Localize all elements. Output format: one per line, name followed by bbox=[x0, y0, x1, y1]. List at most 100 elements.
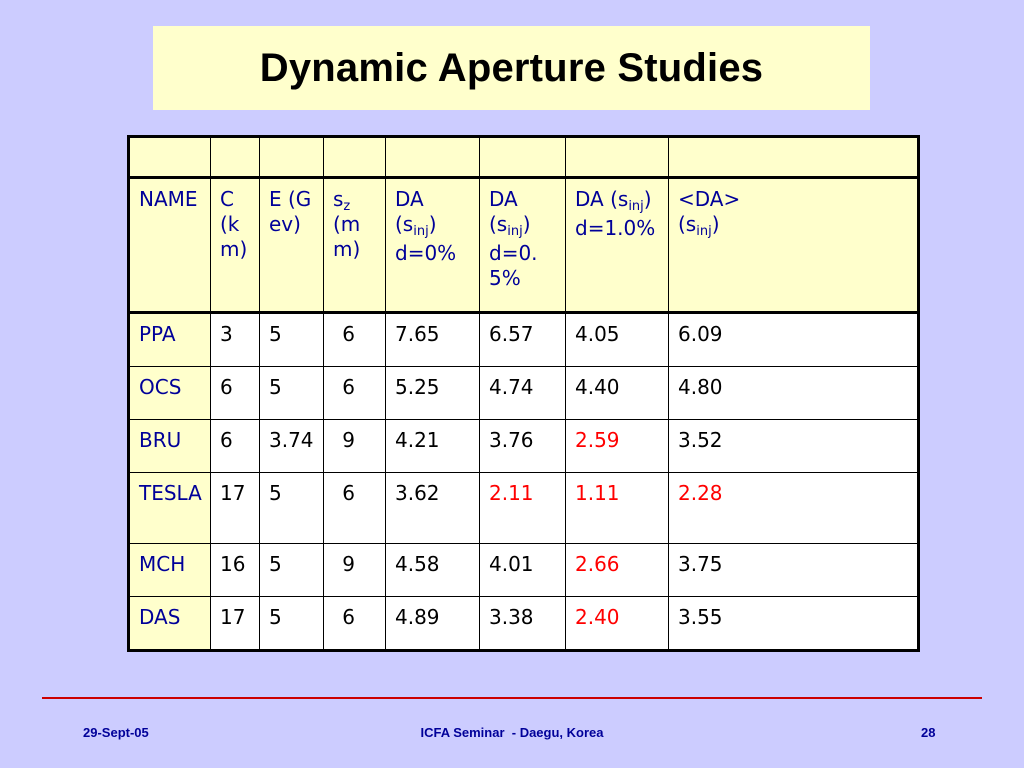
header-da0-close: ) bbox=[428, 212, 437, 236]
blank-cell bbox=[323, 136, 386, 179]
blank-cell bbox=[128, 136, 211, 179]
table-row: PPA 3 5 6 7.65 6.57 4.05 6.09 bbox=[128, 312, 919, 367]
cell-name: DAS bbox=[128, 596, 211, 651]
header-avg-sub: inj bbox=[696, 224, 712, 239]
cell-sz: 6 bbox=[323, 472, 386, 544]
cell-name: MCH bbox=[128, 543, 211, 597]
footer-divider bbox=[42, 697, 982, 699]
cell-e: 5 bbox=[259, 472, 324, 544]
cell-avg: 3.75 bbox=[668, 543, 919, 597]
cell-da05: 4.01 bbox=[479, 543, 566, 597]
header-da1-sub: inj bbox=[628, 199, 644, 214]
footer-event: ICFA Seminar - Daegu, Korea bbox=[420, 725, 604, 740]
cell-name: PPA bbox=[128, 312, 211, 367]
table-header-row: NAME C (km) E (Gev) sz (mm) DA (sinj) d=0% … bbox=[128, 177, 919, 314]
header-da0-label: DA bbox=[395, 187, 424, 211]
cell-da0: 7.65 bbox=[385, 312, 480, 367]
cell-da1: 2.59 bbox=[565, 419, 669, 473]
slide-title: Dynamic Aperture Studies bbox=[259, 45, 764, 90]
cell-e: 5 bbox=[259, 596, 324, 651]
header-da05-open: (s bbox=[489, 212, 508, 236]
cell-sz: 6 bbox=[323, 312, 386, 367]
cell-c: 6 bbox=[210, 419, 260, 473]
blank-cell bbox=[479, 136, 566, 179]
cell-da05: 3.38 bbox=[479, 596, 566, 651]
header-avg-label: <DA> bbox=[678, 187, 741, 211]
cell-da05: 3.76 bbox=[479, 419, 566, 473]
cell-c: 16 bbox=[210, 543, 260, 597]
footer-page-number: 28 bbox=[921, 725, 936, 740]
cell-avg: 6.09 bbox=[668, 312, 919, 367]
cell-c: 6 bbox=[210, 366, 260, 420]
table-row: MCH 16 5 9 4.58 4.01 2.66 3.75 bbox=[128, 543, 919, 597]
footer-date: 29-Sept-05 bbox=[83, 725, 149, 740]
header-da-1: DA (sinj) d=1.0% bbox=[565, 177, 669, 314]
header-da0-open: (s bbox=[395, 212, 414, 236]
cell-avg: 3.55 bbox=[668, 596, 919, 651]
cell-avg: 3.52 bbox=[668, 419, 919, 473]
cell-e: 5 bbox=[259, 543, 324, 597]
cell-avg: 2.28 bbox=[668, 472, 919, 544]
blank-cell bbox=[385, 136, 480, 179]
cell-e: 3.74 bbox=[259, 419, 324, 473]
title-box: Dynamic Aperture Studies bbox=[153, 26, 870, 110]
table-row: DAS 17 5 6 4.89 3.38 2.40 3.55 bbox=[128, 596, 919, 651]
cell-da1: 4.05 bbox=[565, 312, 669, 367]
cell-c: 17 bbox=[210, 472, 260, 544]
cell-sz: 6 bbox=[323, 366, 386, 420]
header-da1-open: DA (s bbox=[575, 187, 629, 211]
header-da05-sub: inj bbox=[507, 224, 523, 239]
cell-da0: 4.58 bbox=[385, 543, 480, 597]
header-sz-unit: (mm) bbox=[333, 212, 361, 261]
cell-da0: 5.25 bbox=[385, 366, 480, 420]
cell-sz: 9 bbox=[323, 419, 386, 473]
header-da-0: DA (sinj) d=0% bbox=[385, 177, 480, 314]
cell-da05: 2.11 bbox=[479, 472, 566, 544]
cell-da05: 4.74 bbox=[479, 366, 566, 420]
cell-da0: 4.89 bbox=[385, 596, 480, 651]
blank-cell bbox=[668, 136, 919, 179]
header-sz-symbol: s bbox=[333, 187, 344, 211]
cell-c: 17 bbox=[210, 596, 260, 651]
header-da05-close: ) bbox=[522, 212, 531, 236]
header-energy: E (Gev) bbox=[259, 177, 324, 314]
header-da05-label: DA bbox=[489, 187, 518, 211]
cell-da05: 6.57 bbox=[479, 312, 566, 367]
cell-da0: 3.62 bbox=[385, 472, 480, 544]
cell-sz: 6 bbox=[323, 596, 386, 651]
cell-da1: 4.40 bbox=[565, 366, 669, 420]
blank-cell bbox=[565, 136, 669, 179]
header-avg-close: ) bbox=[711, 212, 720, 236]
header-name: NAME bbox=[128, 177, 211, 314]
header-da1-close: ) bbox=[643, 187, 652, 211]
cell-sz: 9 bbox=[323, 543, 386, 597]
cell-e: 5 bbox=[259, 312, 324, 367]
cell-name: OCS bbox=[128, 366, 211, 420]
header-da1-delta: d=1.0% bbox=[575, 216, 656, 240]
cell-e: 5 bbox=[259, 366, 324, 420]
blank-cell bbox=[259, 136, 324, 179]
header-da05-delta: d=0.5% bbox=[489, 241, 538, 290]
table-row: TESLA 17 5 6 3.62 2.11 1.11 2.28 bbox=[128, 472, 919, 544]
blank-cell bbox=[210, 136, 260, 179]
cell-name: BRU bbox=[128, 419, 211, 473]
cell-da0: 4.21 bbox=[385, 419, 480, 473]
header-sz-sub: z bbox=[343, 199, 351, 214]
dynamic-aperture-table: NAME C (km) E (Gev) sz (mm) DA (sinj) d=0% … bbox=[127, 135, 920, 652]
header-da-average: <DA> (sinj) bbox=[668, 177, 919, 314]
cell-da1: 2.66 bbox=[565, 543, 669, 597]
cell-da1: 1.11 bbox=[565, 472, 669, 544]
cell-da1: 2.40 bbox=[565, 596, 669, 651]
header-da0-sub: inj bbox=[413, 224, 429, 239]
header-bunch-length: sz (mm) bbox=[323, 177, 386, 314]
cell-name: TESLA bbox=[128, 472, 211, 544]
header-avg-open: (s bbox=[678, 212, 697, 236]
table-row: OCS 6 5 6 5.25 4.74 4.40 4.80 bbox=[128, 366, 919, 420]
header-da-05: DA (sinj) d=0.5% bbox=[479, 177, 566, 314]
header-da0-delta: d=0% bbox=[395, 241, 457, 265]
cell-avg: 4.80 bbox=[668, 366, 919, 420]
header-circumference: C (km) bbox=[210, 177, 260, 314]
table-blank-row bbox=[128, 136, 919, 179]
table-row: BRU 6 3.74 9 4.21 3.76 2.59 3.52 bbox=[128, 419, 919, 473]
cell-c: 3 bbox=[210, 312, 260, 367]
